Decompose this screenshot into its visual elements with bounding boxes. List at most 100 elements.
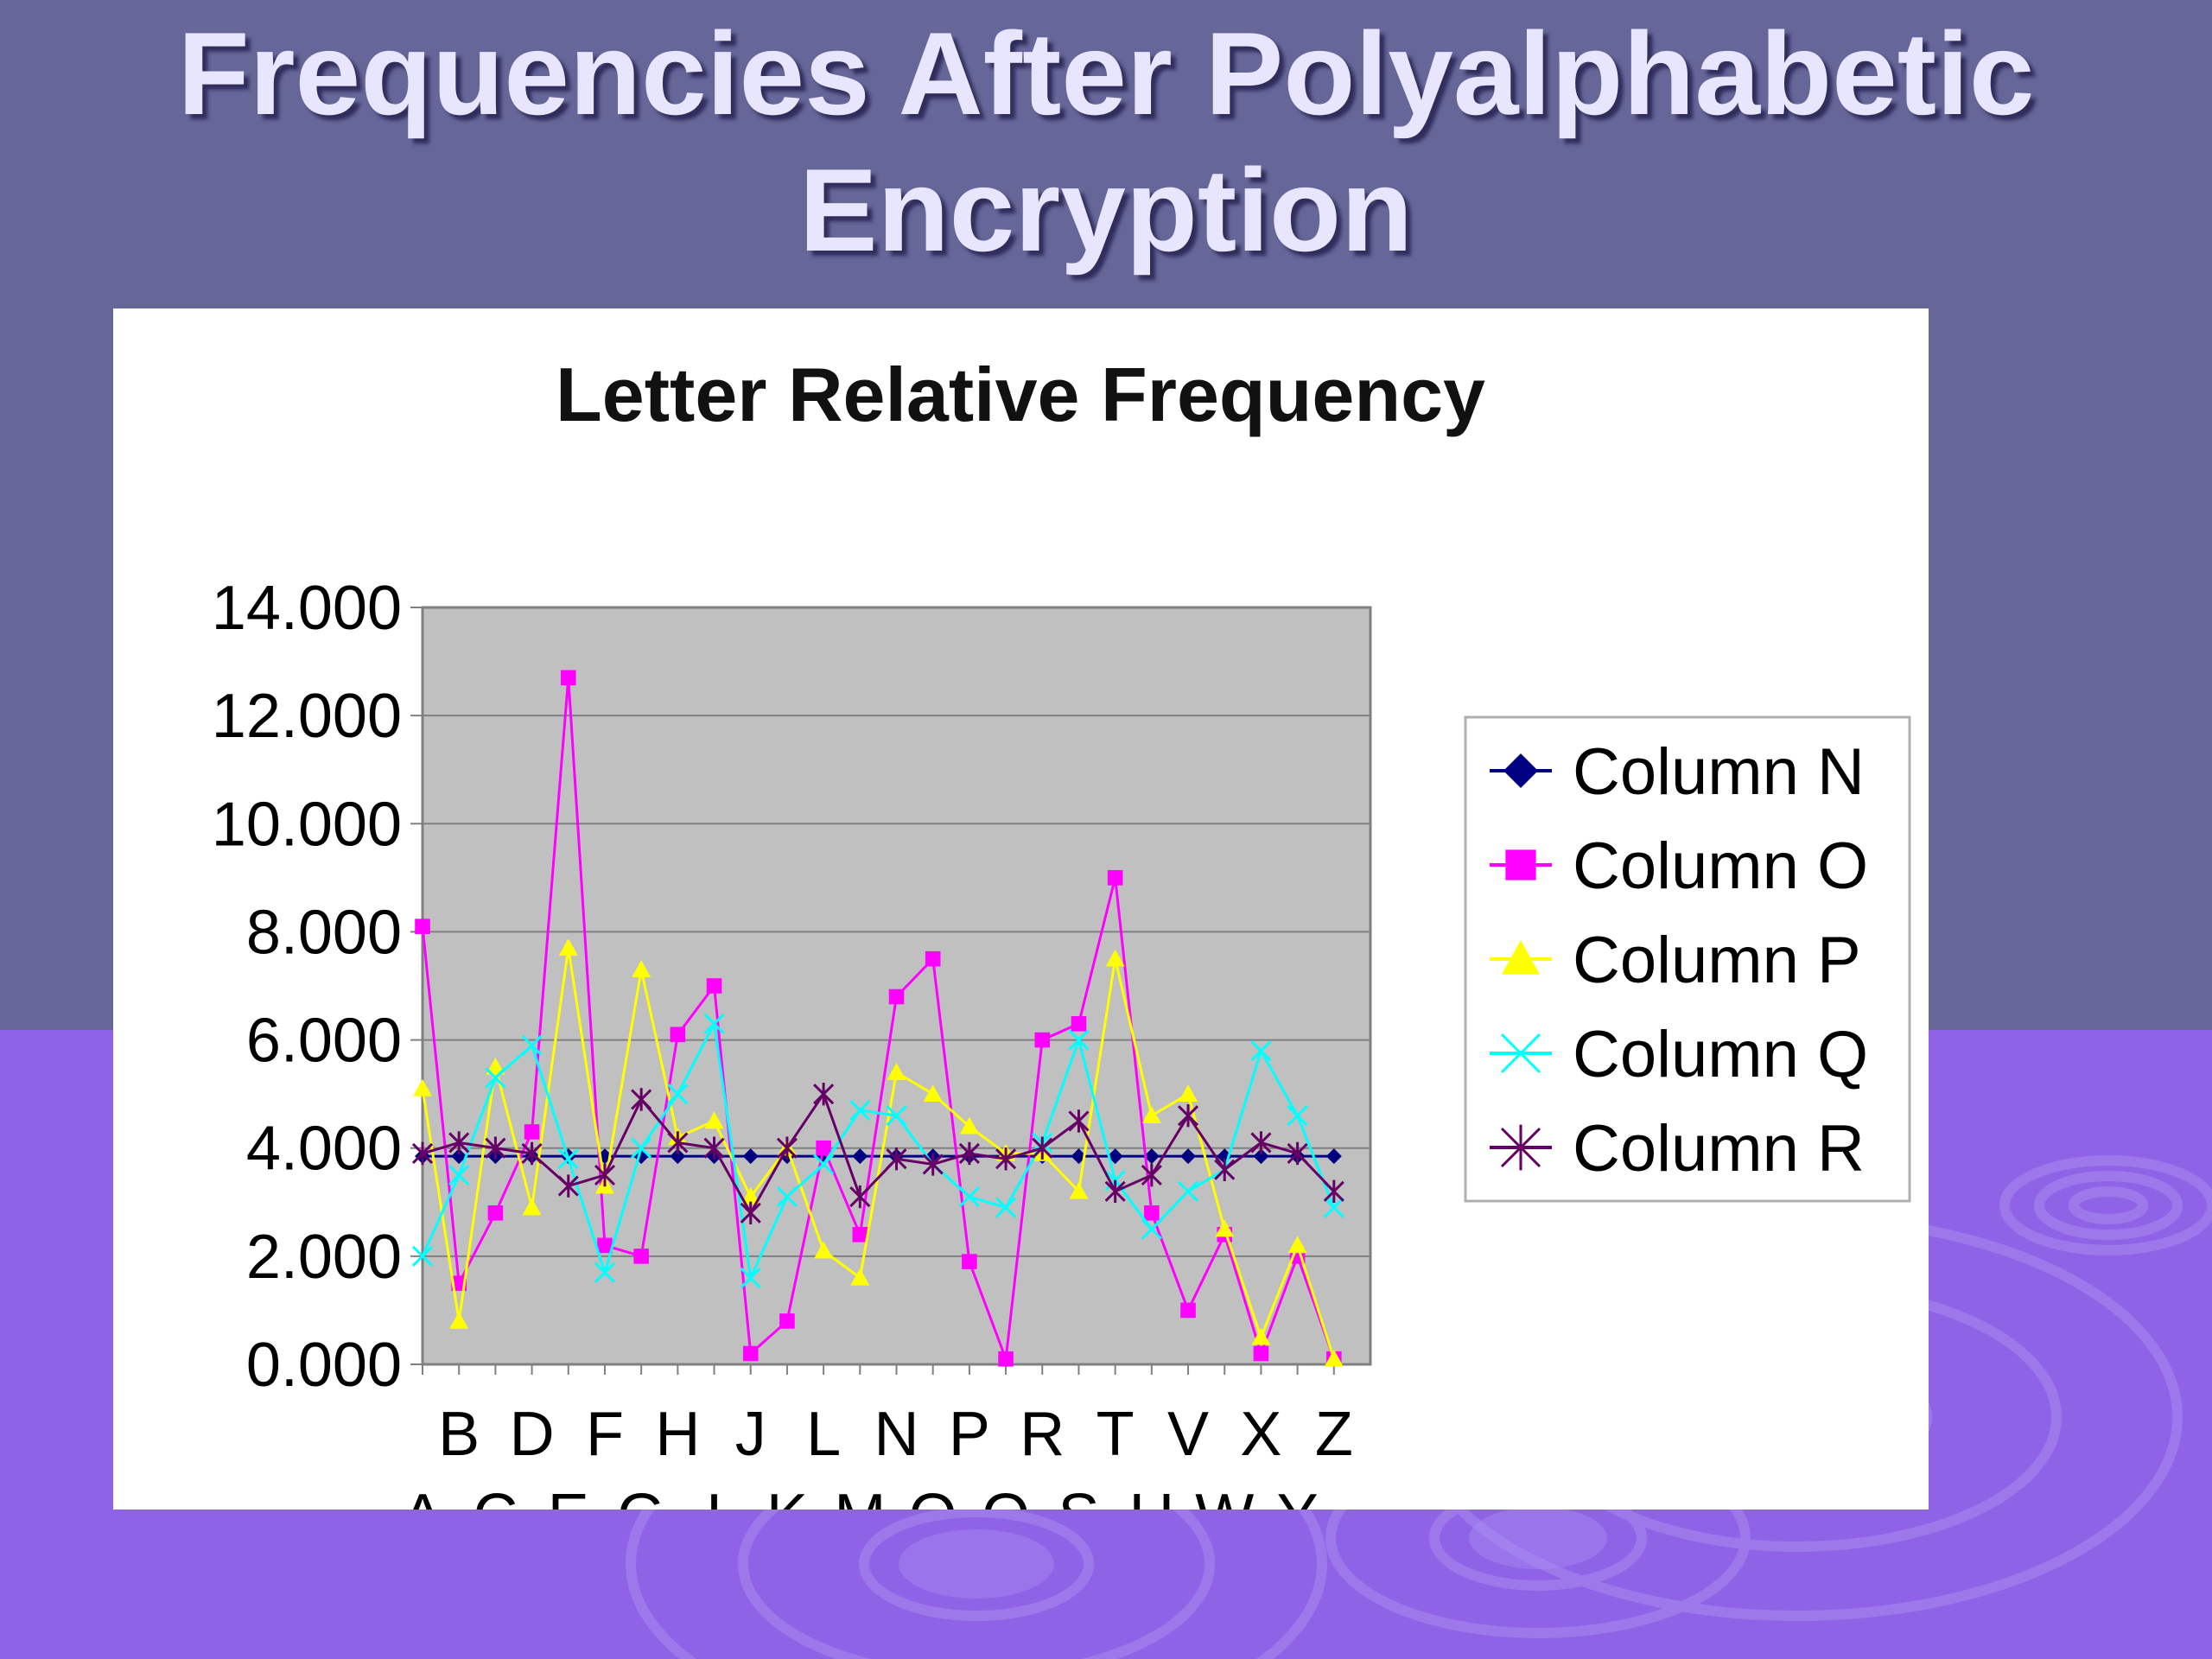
data-point [706,978,722,994]
x-tick-label: E [548,1482,589,1510]
chart-title: Letter Relative Frequency [556,352,1485,437]
data-point [1323,1179,1344,1203]
data-point [451,1148,467,1165]
data-point [670,1027,686,1043]
data-point [1141,1218,1162,1240]
y-tick-label: 6.000 [246,1007,402,1076]
data-point [1069,1181,1089,1199]
data-point [521,1141,543,1166]
data-point [1180,1302,1196,1319]
data-point [776,1136,798,1160]
x-tick-label: V [1167,1400,1209,1469]
chart-panel: Letter Relative Frequency 0.000 2.000 4.00… [113,308,1929,1510]
data-point [415,918,430,934]
series-line [421,677,1336,1360]
legend-marker [1500,1033,1541,1074]
series-column-p [413,938,1344,1367]
x-tick-label: C [473,1482,518,1510]
y-tick-label: 0.000 [246,1331,402,1400]
legend-label: Column N [1573,735,1865,809]
data-point [1325,1148,1342,1165]
y-tick-label: 12.000 [212,682,402,751]
data-point [449,1311,469,1329]
data-point [558,938,578,956]
x-tick-label: R [1020,1400,1065,1469]
data-point [1250,1040,1272,1062]
data-point [813,1082,835,1106]
slide-title-line-2: Encryption [798,144,1414,276]
data-point [886,1147,907,1171]
data-point [413,1078,432,1096]
x-tick-label: P [949,1400,990,1469]
legend-marker [1503,753,1538,788]
data-point [998,1351,1014,1367]
data-point [776,1185,798,1208]
series-column-q [411,1013,1344,1288]
y-tick-label: 2.000 [246,1223,402,1292]
data-point [814,1241,834,1259]
plot-area [421,606,1372,1366]
data-point [849,1099,871,1121]
x-tick-label: O [909,1482,957,1510]
data-point [1179,1084,1198,1102]
data-point [1141,1163,1162,1187]
data-point [594,1262,616,1283]
data-point [667,1131,689,1154]
data-point [925,950,941,967]
data-point [487,1205,504,1221]
data-point [852,1148,868,1165]
data-point [1180,1148,1197,1165]
data-point [886,1105,907,1127]
data-point [632,960,652,978]
data-point [1287,1236,1307,1254]
x-tick-label: F [586,1400,624,1469]
legend-label: Column R [1573,1112,1865,1185]
data-point [411,1141,434,1166]
x-tick-label: G [617,1482,665,1510]
data-point [849,1185,871,1209]
data-point [486,1057,505,1075]
data-point [1071,1016,1087,1032]
data-point [703,1013,725,1034]
y-tick-label: 8.000 [246,898,402,967]
x-tick-label: M [834,1482,886,1510]
data-point [1107,1148,1123,1165]
series-line [422,1090,1335,1216]
x-tick-label: Y [1277,1482,1319,1510]
data-point [560,670,576,686]
data-point [1177,1103,1199,1128]
data-point [1068,1029,1090,1051]
data-point [922,1153,944,1176]
data-point [852,1227,868,1243]
data-point [1323,1197,1344,1218]
data-point [557,1148,579,1170]
data-point [1144,1205,1160,1221]
data-point [1251,1327,1271,1345]
data-point [740,1201,761,1224]
y-tick-label: 14.000 [212,574,402,643]
data-point [1250,1131,1272,1154]
x-tick-label: N [874,1400,919,1469]
x-tick-label: Z [1315,1400,1353,1469]
data-point [1032,1136,1053,1160]
x-tick-label: A [402,1482,443,1510]
data-point [888,988,905,1005]
data-point [448,1164,470,1186]
data-point [779,1313,795,1329]
data-point [594,1163,616,1187]
data-point [959,1116,979,1135]
data-point [995,1147,1017,1171]
data-point [521,1034,543,1056]
data-point [1104,1179,1126,1203]
data-point [524,1124,540,1140]
legend-marker [1505,849,1536,880]
data-point [995,1197,1017,1218]
data-point [1287,1141,1308,1166]
data-point [740,1267,761,1288]
data-point [557,1174,579,1198]
x-tick-label: U [1129,1482,1174,1510]
x-tick-label: W [1195,1482,1254,1510]
data-point [813,1154,835,1175]
data-point [742,1148,759,1165]
legend-item: Column R [1490,1112,1865,1185]
